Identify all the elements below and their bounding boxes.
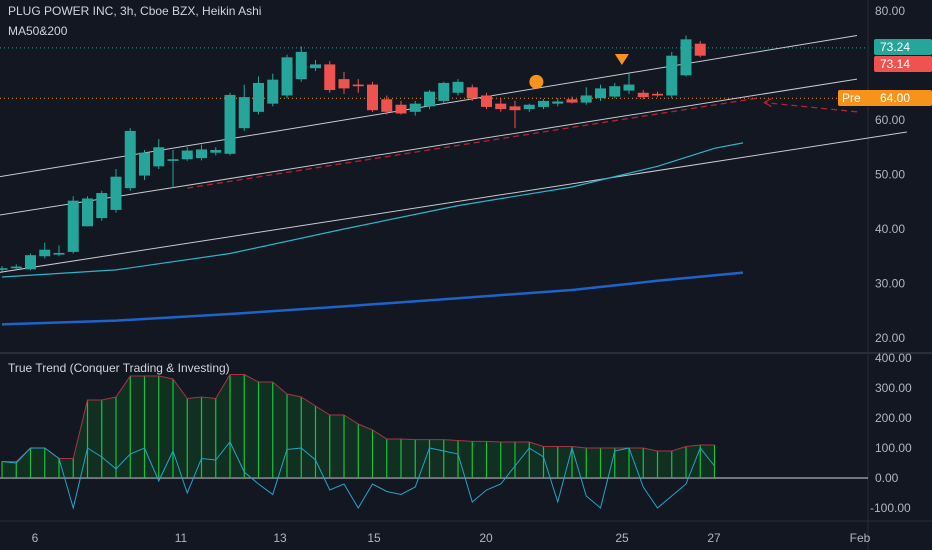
candle-body: [67, 200, 79, 252]
osc-tick-label: 400.00: [875, 351, 912, 365]
candle-body: [438, 82, 450, 101]
candle-body: [652, 93, 663, 96]
candle-body: [580, 95, 592, 103]
candle-body: [238, 97, 250, 129]
candle-body: [0, 268, 8, 270]
candle-body: [509, 106, 521, 111]
candle-body: [196, 149, 207, 159]
candle-body: [267, 79, 279, 104]
candle-body: [181, 150, 193, 160]
candle-body: [452, 81, 464, 93]
ma50-line: [1, 142, 744, 278]
time-tick-label: 15: [367, 531, 381, 545]
candle-body: [666, 55, 678, 96]
signal-triangle-marker: [614, 53, 629, 65]
channel-line-2: [0, 131, 907, 273]
candle-body: [523, 104, 535, 110]
signal-line: [1, 441, 715, 510]
ma200-line: [1, 271, 744, 326]
osc-tick-label: 100.00: [875, 441, 912, 455]
osc-tick-label: -100.00: [870, 501, 911, 515]
dashed-trend-line: [187, 97, 758, 189]
last-close-tag: 73.24: [874, 39, 932, 55]
price-tick-label: 20.00: [875, 331, 905, 345]
time-tick-label: 25: [615, 531, 629, 545]
candle-body: [566, 99, 578, 103]
candle-body: [367, 84, 378, 111]
candle-body: [552, 101, 564, 104]
candle-body: [153, 147, 165, 167]
price-tick-label: 50.00: [875, 168, 905, 182]
pre-value-tag: 64.00: [874, 90, 932, 106]
candle-body: [495, 103, 507, 110]
candle-body: [637, 92, 649, 98]
time-tick-label: Feb: [850, 531, 871, 545]
candle-body: [381, 99, 393, 112]
symbol-legend[interactable]: PLUG POWER INC, 3h, Cboe BZX, Heikin Ash…: [8, 4, 262, 18]
candle-body: [609, 86, 621, 97]
candle-body: [324, 64, 336, 91]
candle-body: [210, 149, 222, 153]
candle-body: [466, 87, 478, 99]
candle-body: [352, 84, 364, 87]
price-tick-label: 40.00: [875, 222, 905, 236]
candle-body: [538, 100, 549, 107]
overlays: [0, 35, 907, 326]
candle-body: [481, 95, 492, 107]
price-tick-label: 30.00: [875, 277, 905, 291]
candle-body: [25, 255, 36, 270]
signal-circle-marker: [529, 74, 544, 89]
time-tick-label: 20: [479, 531, 493, 545]
candles: [0, 35, 706, 272]
pre-label-tag: Pre: [838, 90, 874, 106]
candle-body: [167, 159, 179, 161]
time-tick-label: 6: [32, 531, 39, 545]
candle-body: [82, 198, 93, 227]
time-tick-label: 27: [707, 531, 721, 545]
dashed-arrow-head: [763, 97, 772, 108]
time-tick-label: 11: [175, 531, 188, 545]
candle-body: [310, 64, 321, 69]
candle-body: [623, 84, 635, 91]
time-tick-label: 13: [273, 531, 287, 545]
osc-tick-label: 0.00: [875, 471, 899, 485]
dashed-arrow-line: [764, 101, 858, 113]
candle-body: [53, 252, 65, 255]
candle-body: [395, 104, 407, 114]
osc-tick-label: 300.00: [875, 381, 912, 395]
candle-body: [424, 91, 435, 107]
trend-line: [2, 374, 715, 462]
candle-body: [96, 193, 108, 219]
osc-tick-label: 200.00: [875, 411, 912, 425]
candle-body: [253, 82, 264, 112]
candle-body: [338, 79, 350, 89]
price-tick-label: 80.00: [875, 4, 905, 18]
oscillator-pane: [0, 374, 868, 510]
candle-body: [39, 249, 51, 257]
oscillator-legend[interactable]: True Trend (Conquer Trading & Investing): [8, 361, 230, 375]
candle-body: [224, 94, 236, 154]
candle-body: [409, 103, 421, 112]
price-tick-label: 60.00: [875, 113, 905, 127]
candle-body: [595, 88, 606, 99]
candle-body: [295, 51, 307, 80]
axes: 80.0070.0060.0050.0040.0030.0020.00400.0…: [32, 4, 912, 545]
ma-legend[interactable]: MA50&200: [8, 24, 68, 38]
candle-body: [10, 266, 22, 269]
candle-body: [110, 176, 122, 210]
candle-body: [139, 152, 150, 176]
candle-body: [694, 43, 706, 56]
last-red-tag: 73.14: [874, 56, 932, 72]
candle-body: [281, 57, 293, 96]
candle-body: [680, 39, 692, 76]
candle-body: [124, 130, 136, 189]
